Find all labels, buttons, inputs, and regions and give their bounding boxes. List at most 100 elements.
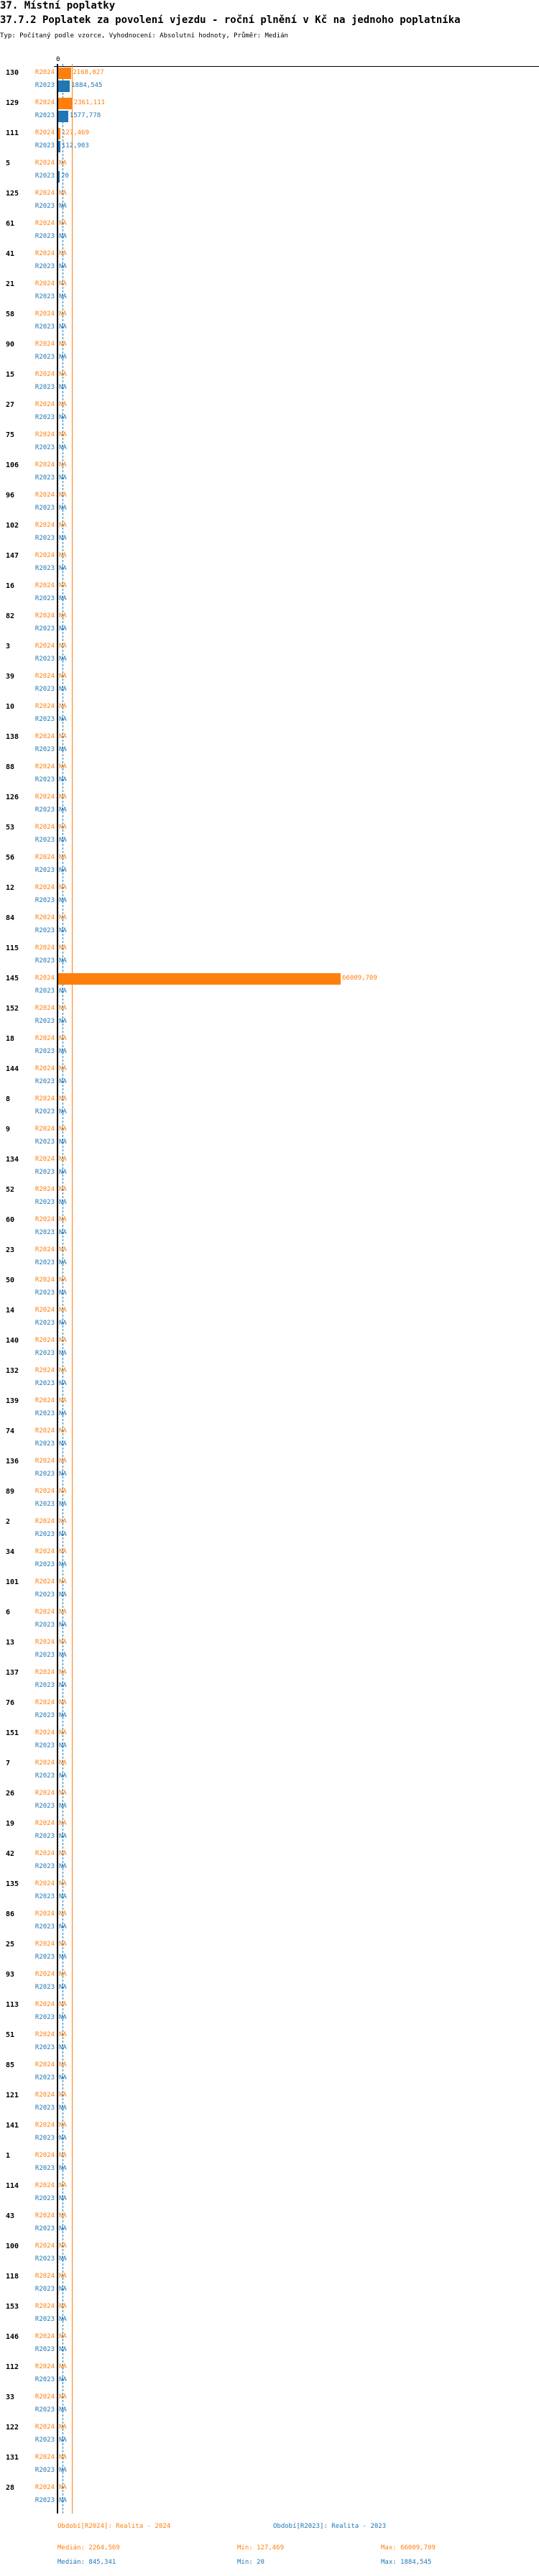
- series-label: R2023: [34, 142, 55, 150]
- series-label: R2024: [34, 703, 55, 710]
- data-label: NA: [59, 733, 67, 740]
- data-label: NA: [59, 914, 67, 921]
- data-label: NA: [59, 2165, 67, 2172]
- series-label: R2023: [34, 686, 55, 693]
- series-label: R2024: [34, 1729, 55, 1736]
- legend-median: Medián: 2264,569: [57, 2544, 120, 2552]
- data-label: NA: [59, 1488, 67, 1495]
- data-label: NA: [59, 1923, 67, 1931]
- data-label: NA: [59, 1095, 67, 1103]
- category-label: 42: [6, 1850, 15, 1858]
- series-label: R2023: [34, 2467, 55, 2474]
- data-label: NA: [59, 1367, 67, 1374]
- data-label: NA: [59, 854, 67, 861]
- series-label: R2024: [34, 1941, 55, 1948]
- series-label: R2024: [34, 2273, 55, 2280]
- category-label: 93: [6, 1971, 15, 1979]
- category-label: 15: [6, 371, 15, 379]
- series-label: R2024: [34, 2424, 55, 2431]
- series-label: R2024: [34, 854, 55, 861]
- data-label: NA: [59, 414, 67, 421]
- series-label: R2024: [34, 2484, 55, 2491]
- series-label: R2023: [34, 1531, 55, 1538]
- data-label: NA: [59, 2044, 67, 2051]
- series-label: R2023: [34, 1138, 55, 1146]
- legend-min: Min: 127,469: [237, 2544, 285, 2552]
- data-label: NA: [59, 190, 67, 197]
- series-label: R2023: [34, 203, 55, 210]
- data-label: NA: [59, 944, 67, 952]
- category-label: 100: [6, 2242, 19, 2250]
- series-label: R2024: [34, 2212, 55, 2220]
- series-label: R2024: [34, 914, 55, 921]
- series-label: R2023: [34, 1048, 55, 1055]
- series-label: R2024: [34, 1609, 55, 1616]
- category-label: 132: [6, 1367, 19, 1375]
- data-label: NA: [59, 1652, 67, 1659]
- data-label: NA: [59, 927, 67, 934]
- category-label: 84: [6, 914, 15, 922]
- data-label: NA: [59, 2074, 67, 2082]
- data-label: NA: [59, 582, 67, 589]
- series-label: R2023: [34, 1289, 55, 1297]
- data-label: NA: [59, 2104, 67, 2112]
- data-label: NA: [59, 1289, 67, 1297]
- series-label: R2024: [34, 220, 55, 227]
- series-label: R2023: [34, 806, 55, 814]
- category-label: 28: [6, 2484, 15, 2492]
- data-label: NA: [59, 2303, 67, 2310]
- series-label: R2023: [34, 656, 55, 663]
- data-label: NA: [59, 1380, 67, 1387]
- data-label: 1577,778: [69, 112, 101, 119]
- data-label: NA: [59, 1350, 67, 1357]
- data-label: NA: [59, 250, 67, 257]
- series-label: R2023: [34, 2286, 55, 2293]
- series-label: R2024: [34, 99, 55, 106]
- data-label: NA: [59, 522, 67, 529]
- data-label: NA: [59, 1410, 67, 1417]
- category-label: 129: [6, 99, 19, 107]
- data-label: NA: [59, 1246, 67, 1254]
- series-label: R2023: [34, 1923, 55, 1931]
- category-label: 14: [6, 1307, 15, 1315]
- section-title: 37. Místní poplatky: [0, 0, 116, 12]
- data-label: NA: [59, 988, 67, 995]
- series-label: R2023: [34, 1169, 55, 1176]
- data-label: NA: [59, 1458, 67, 1465]
- median-line-R2024: [72, 64, 73, 2513]
- series-label: R2024: [34, 1488, 55, 1495]
- data-label: NA: [59, 1578, 67, 1586]
- category-label: 125: [6, 190, 19, 198]
- data-label: NA: [59, 1397, 67, 1404]
- category-label: 56: [6, 854, 15, 862]
- series-label: R2024: [34, 884, 55, 891]
- category-label: 121: [6, 2092, 19, 2099]
- data-label: NA: [59, 1772, 67, 1780]
- category-label: 60: [6, 1216, 15, 1224]
- series-label: R2023: [34, 444, 55, 451]
- category-label: 122: [6, 2424, 19, 2432]
- series-label: R2024: [34, 733, 55, 740]
- category-label: 114: [6, 2182, 19, 2190]
- series-label: R2023: [34, 1682, 55, 1689]
- data-label: NA: [59, 673, 67, 680]
- category-label: 51: [6, 2031, 15, 2039]
- series-label: R2023: [34, 1984, 55, 1991]
- data-label: NA: [59, 1035, 67, 1042]
- series-label: R2023: [34, 746, 55, 753]
- data-label: NA: [59, 2376, 67, 2383]
- data-label: NA: [59, 1156, 67, 1163]
- series-label: R2024: [34, 673, 55, 680]
- x-axis-line: [54, 66, 539, 67]
- series-label: R2023: [34, 1742, 55, 1749]
- series-label: R2024: [34, 1126, 55, 1133]
- data-label: NA: [59, 686, 67, 693]
- series-label: R2024: [34, 643, 55, 650]
- category-label: 134: [6, 1156, 19, 1164]
- data-label: 20: [61, 172, 69, 180]
- data-label: NA: [59, 2135, 67, 2142]
- data-label: NA: [59, 384, 67, 391]
- category-label: 16: [6, 582, 15, 590]
- category-label: 8: [6, 1095, 11, 1103]
- series-label: R2024: [34, 1548, 55, 1555]
